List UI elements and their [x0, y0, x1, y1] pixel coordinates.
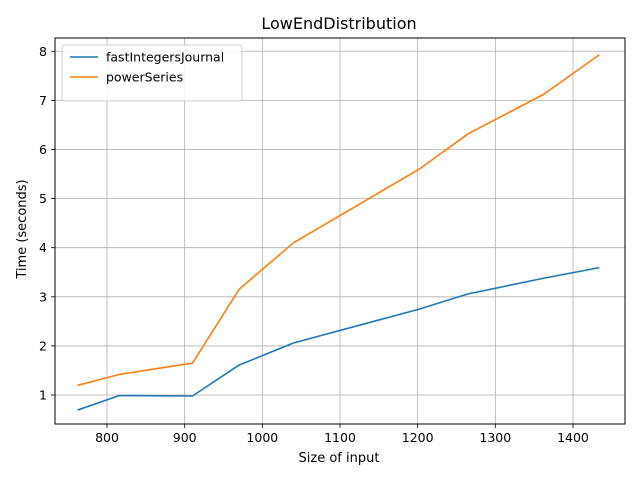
- legend-box: [61, 44, 243, 102]
- y-tick-label: 7: [39, 93, 47, 108]
- legend: fastIntegersJournal powerSeries: [61, 44, 243, 102]
- y-tick-label: 1: [39, 388, 47, 403]
- y-axis-label: Time (seconds): [15, 179, 30, 279]
- x-tick-label: 900: [173, 430, 197, 445]
- x-tick-label: 1000: [246, 430, 278, 445]
- y-tick-label: 6: [39, 142, 47, 157]
- series-line-fastIntegersJournal: [77, 266, 600, 411]
- y-tick-label: 5: [39, 191, 47, 206]
- x-axis-label: Size of input: [299, 451, 380, 466]
- legend-label: powerSeries: [106, 70, 183, 85]
- chart-title: LowEndDistribution: [261, 14, 416, 33]
- x-tick-label: 1300: [479, 430, 511, 445]
- y-tick-label: 2: [39, 338, 47, 353]
- x-tick-label: 1200: [402, 430, 434, 445]
- plot-lines: [77, 54, 600, 411]
- x-tick-label: 1400: [557, 430, 589, 445]
- axis-ticks: 800 900 1000 1100 1200 1300 1400 1 2 3 4 5 6 7 8: [39, 44, 589, 445]
- y-tick-label: 4: [39, 240, 47, 255]
- x-tick-label: 800: [95, 430, 119, 445]
- y-tick-label: 8: [39, 44, 47, 59]
- y-tick-label: 3: [39, 289, 47, 304]
- x-tick-label: 1100: [324, 430, 356, 445]
- series-line-powerSeries: [77, 54, 600, 387]
- grid: [55, 38, 625, 424]
- legend-label: fastIntegersJournal: [106, 50, 224, 65]
